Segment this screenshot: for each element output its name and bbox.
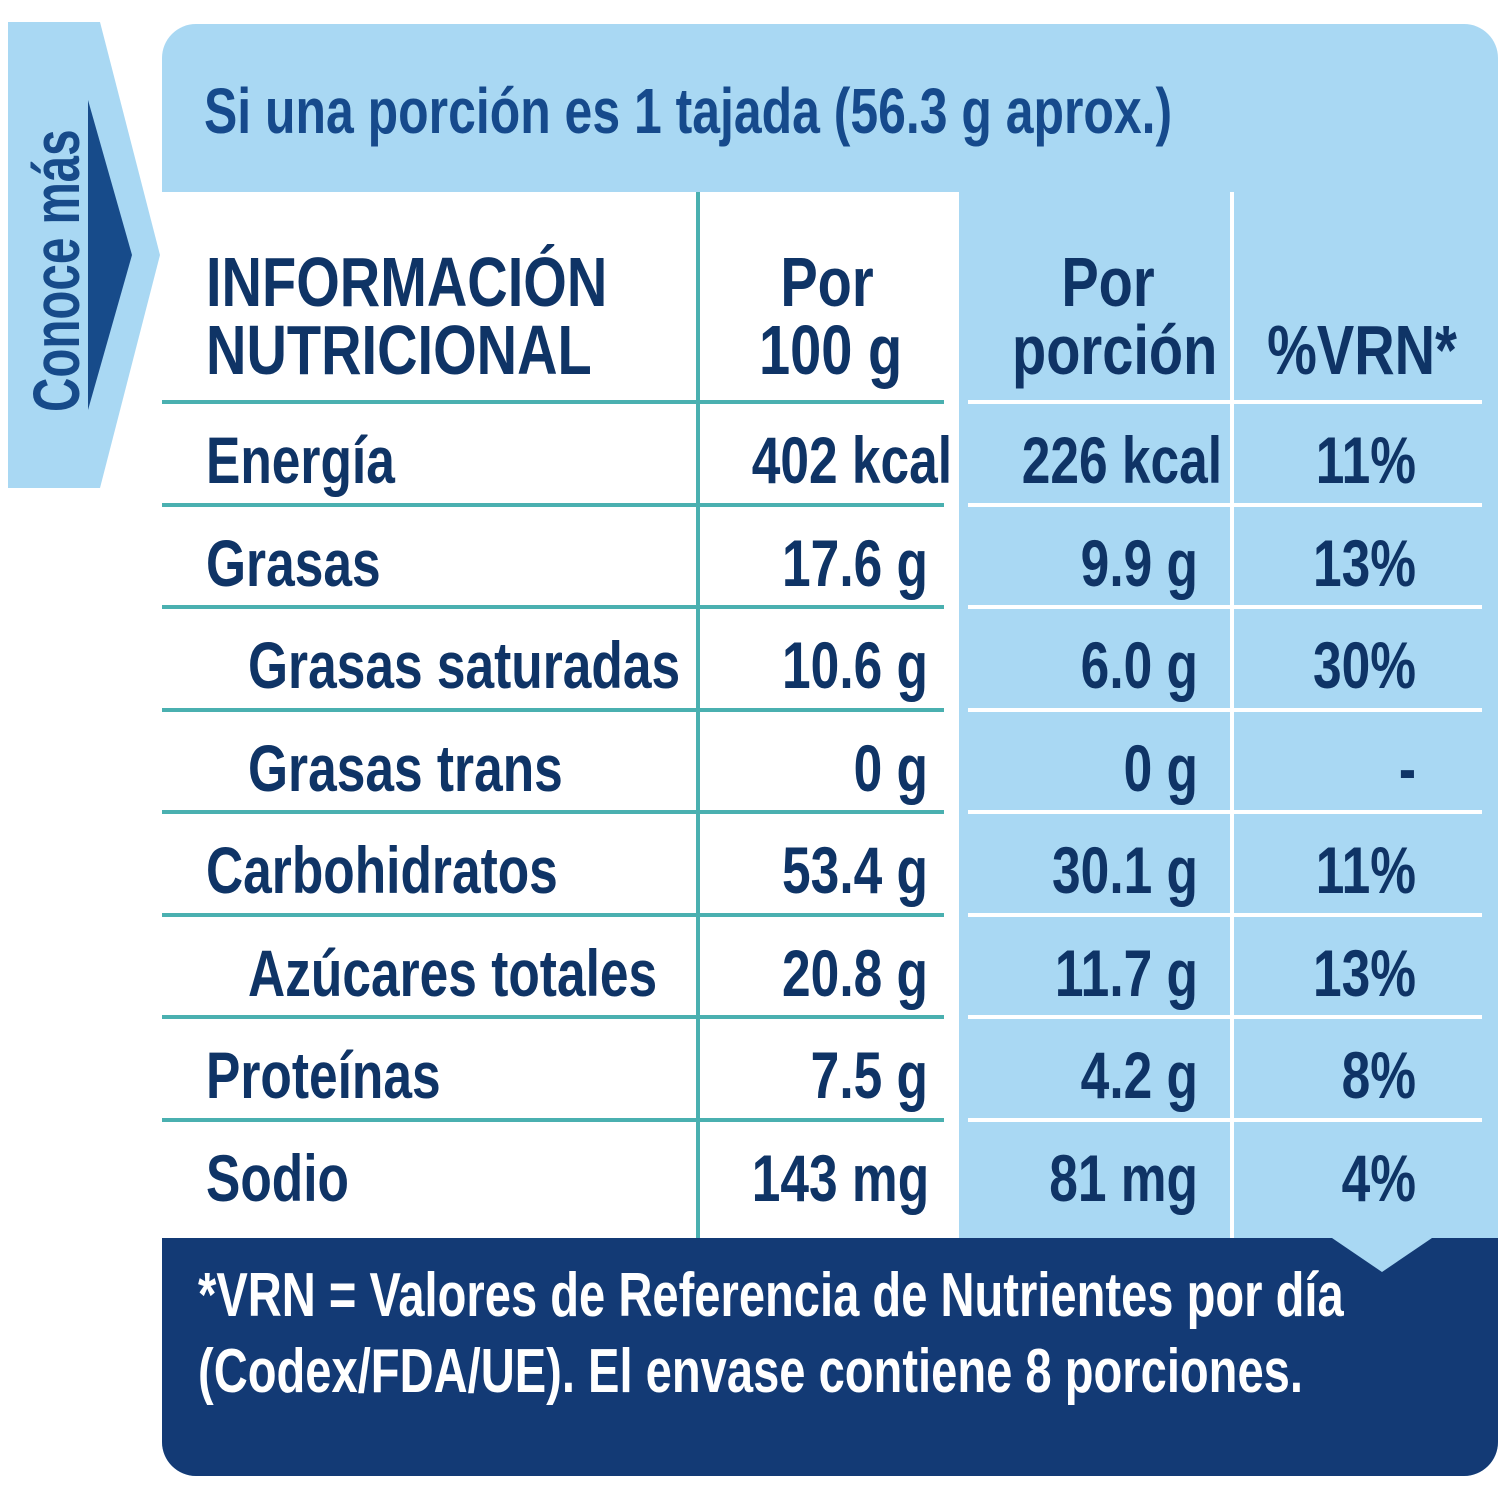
row-separator	[968, 707, 1482, 712]
row-separator	[968, 605, 1482, 609]
value-per-100g: 17.6 g	[782, 525, 928, 600]
nutrient-name: Proteínas	[206, 1038, 441, 1112]
column-divider	[1230, 192, 1234, 1238]
value-vrn: 11%	[1315, 833, 1416, 907]
value-per-portion: 226 kcal	[1021, 423, 1223, 497]
conoce-mas-label: Conoce más	[19, 129, 93, 412]
value-vrn: -	[1398, 730, 1416, 805]
column-divider	[696, 192, 700, 1238]
value-per-100g: 53.4 g	[782, 833, 928, 907]
value-vrn: 11%	[1315, 423, 1416, 497]
nutrient-name: Carbohidratos	[206, 833, 558, 907]
row-separator	[162, 400, 944, 404]
row-separator	[162, 1117, 944, 1122]
row-separator	[162, 1015, 944, 1019]
nutrient-name: Grasas saturadas	[248, 628, 681, 702]
header-vrn: %VRN*	[1267, 311, 1457, 389]
footer-line-2: (Codex/FDA/UE). El envase contiene 8 por…	[198, 1337, 1303, 1406]
value-per-portion: 30.1 g	[1052, 833, 1198, 907]
value-vrn: 8%	[1341, 1038, 1416, 1112]
nutrient-name: Sodio	[206, 1140, 349, 1215]
nutrient-name: Grasas	[206, 525, 381, 600]
row-separator	[162, 605, 944, 609]
nutrient-name: Energía	[206, 423, 395, 497]
serving-size-text: Si una porción es 1 tajada (56.3 g aprox…	[204, 75, 1173, 147]
value-per-portion: 4.2 g	[1080, 1038, 1198, 1112]
header-per-100g: Por 100 g	[759, 243, 903, 389]
value-per-100g: 0 g	[853, 730, 928, 805]
header-nutrition-info: INFORMACIÓN NUTRICIONAL	[206, 243, 608, 389]
nutrient-name: Azúcares totales	[248, 935, 658, 1010]
value-per-100g: 402 kcal	[751, 423, 953, 497]
value-per-portion: 9.9 g	[1080, 525, 1198, 600]
value-vrn: 4%	[1341, 1140, 1416, 1215]
footer-note: *VRN = Valores de Referencia de Nutrient…	[162, 1238, 1498, 1476]
value-per-portion: 0 g	[1123, 730, 1198, 805]
per-100g-area	[162, 192, 959, 1238]
row-separator	[968, 1117, 1482, 1122]
conoce-mas-tab[interactable]	[8, 22, 100, 488]
value-per-portion: 6.0 g	[1080, 628, 1198, 702]
row-separator	[968, 912, 1482, 917]
row-separator	[162, 912, 944, 917]
value-per-100g: 143 mg	[751, 1140, 930, 1215]
row-separator	[968, 400, 1482, 404]
header-per-portion: Por porción	[1012, 243, 1218, 389]
value-vrn: 30%	[1312, 628, 1416, 702]
nutrient-name: Grasas trans	[248, 730, 563, 805]
value-per-100g: 7.5 g	[810, 1038, 928, 1112]
value-per-portion: 81 mg	[1049, 1140, 1198, 1215]
footer-line-1: *VRN = Valores de Referencia de Nutrient…	[198, 1261, 1344, 1330]
arrow-right-icon	[88, 100, 132, 410]
row-separator	[162, 707, 944, 712]
row-separator	[968, 810, 1482, 814]
row-separator	[162, 810, 944, 814]
value-per-100g: 20.8 g	[782, 935, 928, 1010]
value-per-portion: 11.7 g	[1054, 935, 1198, 1010]
row-separator	[968, 502, 1482, 507]
value-vrn: 13%	[1312, 935, 1416, 1010]
row-separator	[162, 502, 944, 507]
value-vrn: 13%	[1312, 525, 1416, 600]
nutrition-panel: Si una porción es 1 tajada (56.3 g aprox…	[162, 24, 1498, 1476]
footer-notch	[1332, 1238, 1432, 1272]
value-per-100g: 10.6 g	[782, 628, 928, 702]
row-separator	[968, 1015, 1482, 1019]
